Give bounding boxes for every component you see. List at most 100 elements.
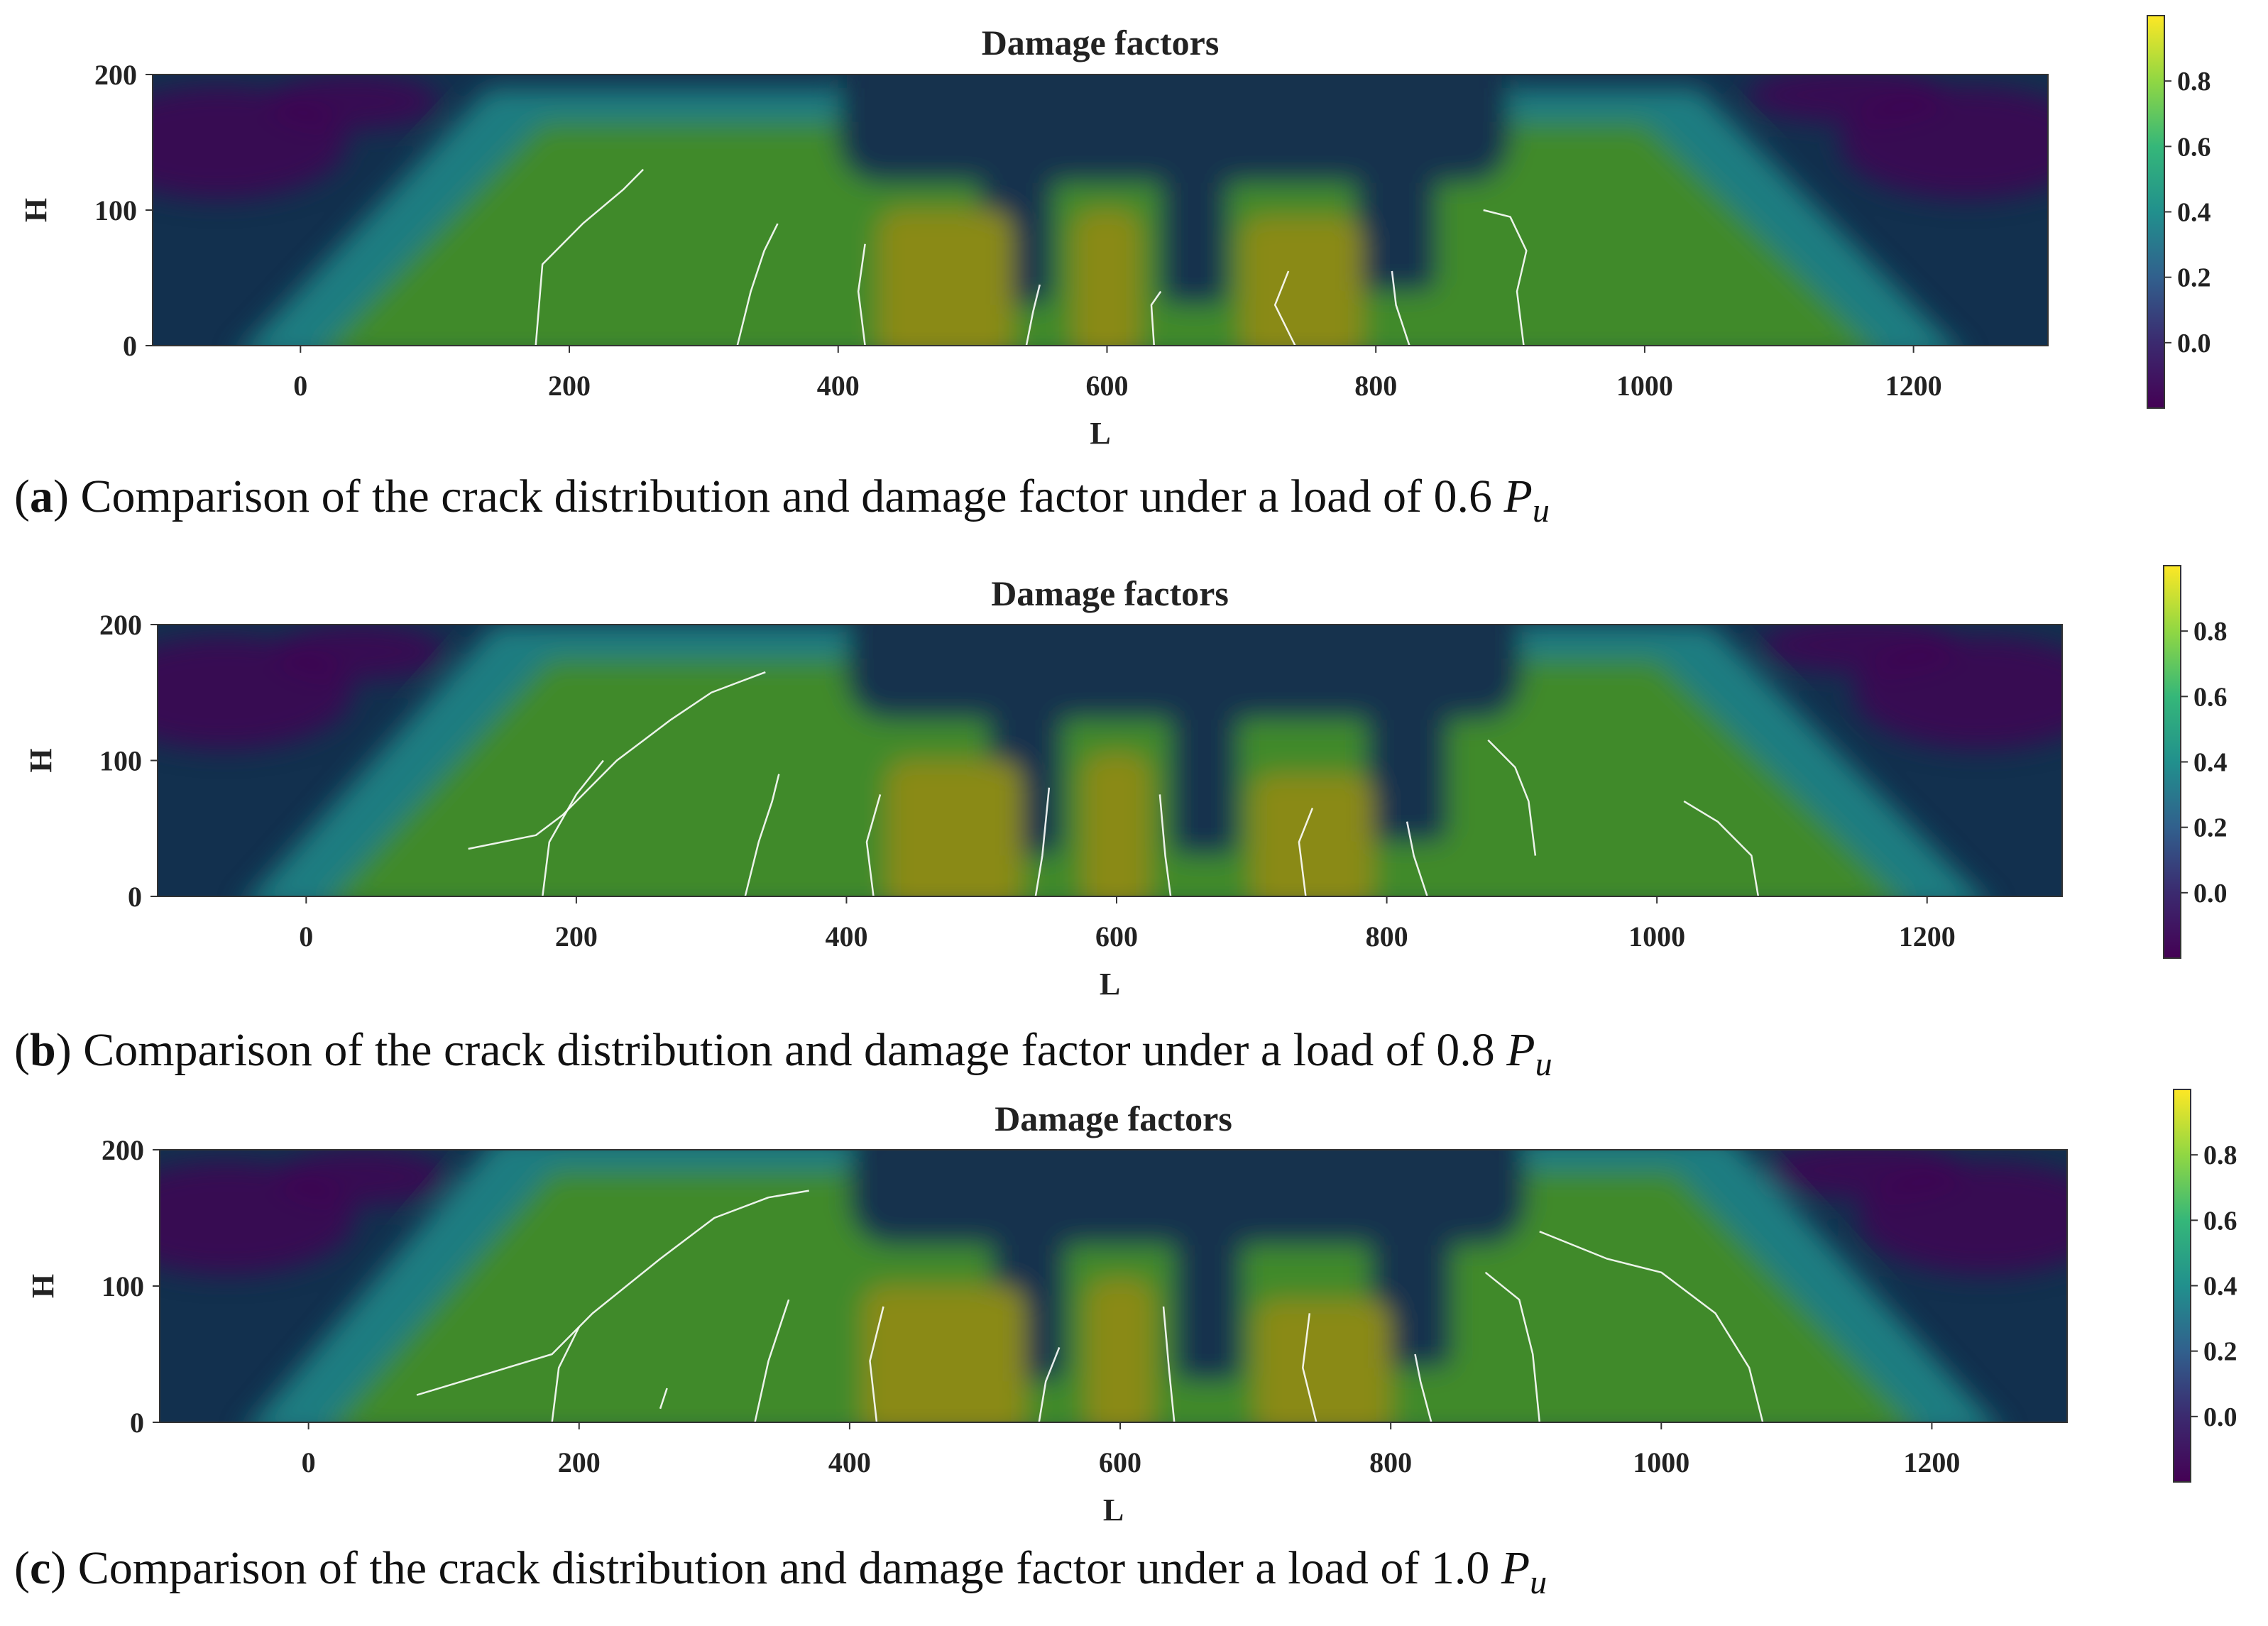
- low-damage-region: [1765, 1150, 1964, 1199]
- caption-c: (c) Comparison of the crack distribution…: [14, 1542, 1547, 1601]
- colorbar-tick-label: 0.6: [2203, 1206, 2237, 1236]
- low-damage-region: [277, 1150, 448, 1206]
- colorbar: [2147, 15, 2165, 409]
- x-tick-label: 0: [302, 1446, 316, 1478]
- crack-line: [857, 243, 866, 346]
- crack-line: [542, 759, 604, 896]
- colorbar: [2163, 565, 2181, 959]
- chart-c: Damage factors 0 200 400 600 800 1000 1200 0 100 2…: [26, 1089, 2237, 1527]
- colorbar-tick-label: 0.2: [2177, 263, 2211, 293]
- y-tick-label: 200: [102, 1134, 144, 1166]
- colorbar-tick-label: 0.6: [2177, 132, 2211, 162]
- x-tick-label: 600: [1085, 370, 1128, 402]
- crack-line: [1302, 1313, 1317, 1422]
- colorbar-tick-label: 0.0: [2203, 1402, 2237, 1432]
- crack-line: [1298, 808, 1314, 896]
- crack-line: [1539, 1231, 1764, 1422]
- uncracked-finger: [1366, 713, 1448, 842]
- x-tick-label: 600: [1095, 921, 1138, 952]
- x-tick-label: 400: [825, 921, 867, 952]
- x-tick-label: 1000: [1633, 1446, 1689, 1478]
- x-tick-label: 600: [1099, 1446, 1141, 1478]
- x-axis-label: L: [1100, 967, 1120, 1001]
- x-tick-label: 400: [817, 370, 860, 402]
- colorbar-tick-label: 0.2: [2193, 813, 2228, 843]
- x-tick-label: 0: [299, 921, 313, 952]
- y-axis-label: H: [26, 1274, 60, 1298]
- colorbar-tick-label: 0.6: [2193, 682, 2228, 712]
- x-tick-label: 0: [293, 370, 307, 402]
- panel-c: Damage factors 0 200 400 600 800 1000 1200 0 100 2…: [0, 1079, 2268, 1626]
- crack-line: [1406, 821, 1428, 896]
- caption-b: (b) Comparison of the crack distribution…: [14, 1024, 1552, 1083]
- uncracked-core: [846, 625, 1522, 720]
- crack-line: [869, 1306, 884, 1422]
- y-tick-label: 200: [94, 59, 137, 91]
- crack-line: [1038, 1346, 1061, 1422]
- low-damage-region: [1760, 625, 1959, 674]
- colorbar: [2173, 1089, 2191, 1483]
- crack-line: [1034, 787, 1051, 896]
- x-tick-label: 200: [548, 370, 591, 402]
- high-damage-patch: [1241, 216, 1363, 346]
- crack-line: [736, 223, 779, 346]
- x-tick-label: 1200: [1885, 370, 1942, 402]
- caption-b-label: b: [29, 1024, 56, 1076]
- low-damage-region: [269, 75, 440, 131]
- y-tick-label: 100: [99, 745, 142, 777]
- crack-line: [1483, 209, 1528, 346]
- y-tick-label: 0: [128, 881, 142, 913]
- x-tick-label: 200: [555, 921, 598, 952]
- high-damage-patch: [1255, 1300, 1391, 1422]
- colorbar-tick-label: 0.4: [2193, 748, 2228, 778]
- x-tick-label: 400: [828, 1446, 871, 1478]
- x-tick-label: 800: [1369, 1446, 1412, 1478]
- colorbar-tick-label: 0.8: [2177, 67, 2211, 97]
- caption-a-text: Comparison of the crack distribution and…: [80, 471, 1423, 522]
- crack-line: [1414, 1353, 1432, 1422]
- crack-line: [1158, 794, 1172, 896]
- colorbar-tick-label: 0.4: [2177, 198, 2211, 228]
- caption-a: (a) Comparison of the crack distribution…: [14, 471, 1550, 529]
- crack-line: [468, 671, 766, 850]
- chart-title: Damage factors: [982, 23, 1220, 62]
- chart-b: Damage factors 0 200 400 600 800 1000 1200 0 100 2…: [23, 565, 2228, 1001]
- uncracked-finger: [1161, 176, 1228, 305]
- x-tick-label: 800: [1354, 370, 1397, 402]
- crack-line: [1391, 270, 1410, 346]
- uncracked-finger: [1355, 176, 1437, 292]
- crack-line: [659, 1388, 668, 1410]
- panel-a: Damage factors 0 200 400 600 800 1000 1200 0 100 2…: [0, 0, 2268, 546]
- low-damage-region: [275, 625, 446, 681]
- colorbar-tick-label: 0.2: [2203, 1337, 2237, 1367]
- caption-c-symbol: Pu: [1501, 1542, 1547, 1601]
- colorbar-tick-label: 0.8: [2193, 617, 2228, 647]
- low-damage-region: [1746, 75, 1946, 123]
- crack-line: [551, 1326, 580, 1422]
- crack-line: [1162, 1306, 1176, 1422]
- panel-b: Damage factors 0 200 400 600 800 1000 1200 0 100 2…: [0, 550, 2268, 1097]
- crack-line: [865, 794, 882, 896]
- y-tick-label: 100: [94, 194, 137, 226]
- crack-line: [1683, 800, 1760, 896]
- chart-a: Damage factors 0 200 400 600 800 1000 1200 0 100 2…: [18, 15, 2211, 451]
- colorbar-tick-label: 0.8: [2203, 1141, 2237, 1170]
- crack-line: [1273, 270, 1296, 346]
- damage-field: [158, 625, 2062, 896]
- uncracked-finger: [1174, 1238, 1242, 1382]
- high-damage-patch: [1073, 210, 1141, 346]
- colorbar-tick-label: 0.0: [2193, 879, 2228, 908]
- high-damage-patch: [878, 210, 1013, 346]
- crack-line: [1150, 290, 1162, 346]
- colorbar-tick-label: 0.0: [2177, 329, 2211, 358]
- caption-b-text: Comparison of the crack distribution and…: [83, 1024, 1425, 1076]
- high-damage-patch: [1086, 1279, 1154, 1422]
- uncracked-finger: [1171, 713, 1239, 856]
- uncracked-core: [849, 1150, 1526, 1246]
- damage-field: [160, 1150, 2067, 1422]
- high-damage-patch: [887, 760, 1022, 896]
- y-axis-label: H: [18, 198, 53, 222]
- uncracked-core: [838, 75, 1511, 183]
- crack-line: [744, 774, 780, 896]
- caption-a-label: a: [29, 471, 53, 522]
